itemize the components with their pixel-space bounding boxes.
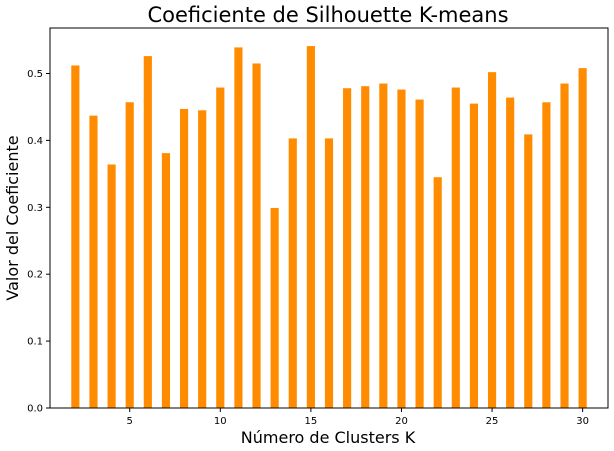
bars-group xyxy=(71,46,587,409)
bar-k-6 xyxy=(143,56,152,408)
bar-k-27 xyxy=(524,134,533,408)
bar-k-11 xyxy=(234,47,243,409)
x-tick-label: 20 xyxy=(395,416,408,427)
y-tick-label: 0.0 xyxy=(27,404,43,415)
bar-k-5 xyxy=(125,102,134,408)
y-tick-label: 0.2 xyxy=(27,270,43,281)
x-axis-label: Número de Clusters K xyxy=(241,428,416,447)
bar-k-9 xyxy=(198,110,207,408)
plot-frame xyxy=(49,27,609,409)
bar-k-18 xyxy=(361,86,370,408)
y-tick-label: 0.4 xyxy=(27,136,43,147)
bar-k-2 xyxy=(71,65,80,409)
x-tick-label: 30 xyxy=(576,416,589,427)
bar-k-28 xyxy=(542,102,551,408)
bar-k-7 xyxy=(161,153,171,408)
x-tick-label: 5 xyxy=(127,416,133,427)
y-tick-label: 0.5 xyxy=(27,69,43,80)
bar-k-30 xyxy=(578,68,587,408)
chart-title: Coeficiente de Silhouette K-means xyxy=(147,3,508,27)
x-tick-label: 10 xyxy=(214,416,227,427)
bar-k-17 xyxy=(343,88,352,409)
bar-k-15 xyxy=(306,46,315,409)
bar-k-20 xyxy=(397,89,406,409)
x-tick-label: 25 xyxy=(486,416,499,427)
bar-k-22 xyxy=(433,177,442,408)
y-tick-label: 0.3 xyxy=(27,203,43,214)
bar-k-29 xyxy=(560,83,569,408)
bar-k-12 xyxy=(252,63,261,409)
bar-k-26 xyxy=(506,97,515,408)
bar-k-24 xyxy=(469,103,479,408)
bar-k-13 xyxy=(270,207,279,408)
bar-k-19 xyxy=(379,83,388,408)
bar-k-23 xyxy=(451,87,460,408)
bar-k-25 xyxy=(487,72,497,409)
x-tick-label: 15 xyxy=(305,416,318,427)
y-axis-label: Valor del Coeficiente xyxy=(3,135,22,300)
bar-k-14 xyxy=(288,138,297,408)
bar-k-10 xyxy=(216,87,225,408)
x-ticks-group: 5 10 15 20 25 30 xyxy=(127,408,589,427)
bar-k-3 xyxy=(89,115,98,408)
bar-k-21 xyxy=(415,99,424,408)
bar-k-4 xyxy=(107,164,116,408)
y-tick-label: 0.1 xyxy=(27,337,43,348)
bar-k-8 xyxy=(179,108,189,408)
y-ticks-group: 0.0 0.1 0.2 0.3 0.4 0.5 xyxy=(27,69,50,415)
bar-k-16 xyxy=(324,138,334,408)
